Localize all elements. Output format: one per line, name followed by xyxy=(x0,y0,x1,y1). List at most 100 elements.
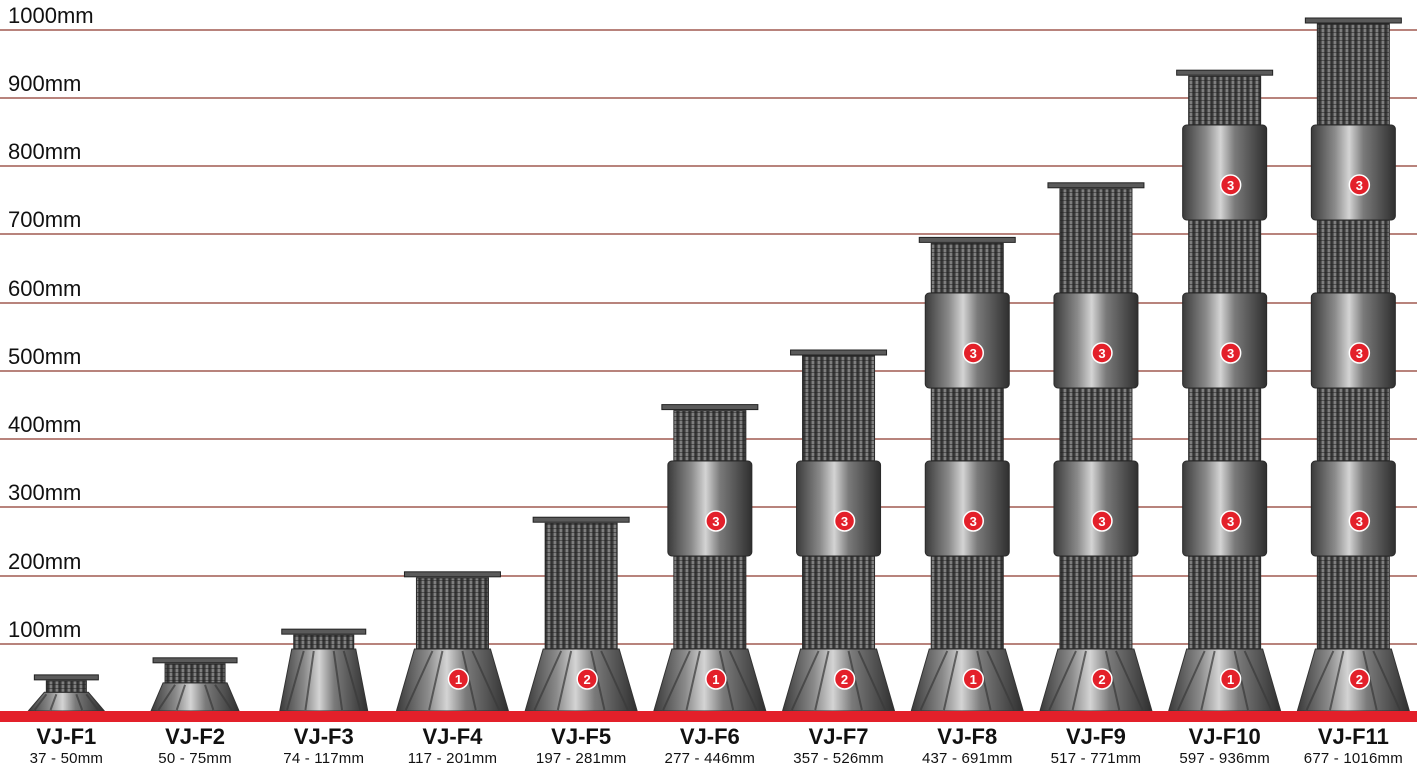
badge-circle xyxy=(1348,174,1371,196)
component-badge: 3 xyxy=(833,510,856,532)
pedestal-head xyxy=(1176,69,1274,76)
extension-sleeve xyxy=(1310,460,1396,557)
scale-label: 100mm xyxy=(8,617,82,642)
base-rib xyxy=(942,650,959,711)
pedestal-head xyxy=(281,628,367,635)
pedestal-head xyxy=(1047,182,1145,189)
pedestal-vj-f3 xyxy=(279,628,369,712)
badge-circle xyxy=(833,668,856,690)
pedestal-vj-f1 xyxy=(27,674,106,712)
component-badge: 3 xyxy=(962,510,984,532)
base-rib xyxy=(857,650,887,711)
pedestal-vj-f8: 1 3 3 xyxy=(910,236,1024,712)
gridline-1000 xyxy=(0,29,1417,31)
pedestal-vj-f2 xyxy=(150,657,240,712)
pedestal-vj-f9: 2 3 3 xyxy=(1039,182,1153,712)
pedestal-column xyxy=(293,634,355,650)
component-badge: 3 xyxy=(1219,174,1242,196)
base-rib xyxy=(1104,650,1121,711)
badge-number: 3 xyxy=(1227,346,1234,361)
base-rib xyxy=(175,684,186,711)
badge-circle xyxy=(1091,342,1113,364)
component-badge: 3 xyxy=(1091,342,1113,364)
badge-circle xyxy=(1091,510,1113,532)
scale-label: 200mm xyxy=(8,549,82,574)
pedestal-vj-f5: 2 xyxy=(524,516,638,712)
base-rib xyxy=(304,650,315,711)
model-name: VJ-F2 xyxy=(165,724,225,749)
model-name: VJ-F3 xyxy=(293,724,354,749)
component-badge: 1 xyxy=(962,668,984,690)
base-rib xyxy=(590,650,606,711)
badge-circle xyxy=(1219,668,1242,690)
base-rib xyxy=(919,650,949,711)
extension-sleeve xyxy=(1182,460,1268,557)
scale-label: 300mm xyxy=(8,480,82,505)
model-height-range: 117 - 201mm xyxy=(407,750,498,767)
scale-label: 400mm xyxy=(8,412,82,437)
scale-label: 1000mm xyxy=(8,3,94,28)
pedestal-head xyxy=(918,236,1016,243)
base-rib xyxy=(33,693,48,711)
extension-sleeve xyxy=(1053,460,1139,557)
base-rib xyxy=(332,650,344,711)
badge-number: 3 xyxy=(970,346,977,361)
badge-number: 3 xyxy=(970,514,977,529)
base-rib xyxy=(728,650,758,711)
badge-number: 3 xyxy=(841,514,848,529)
model-name: VJ-F11 xyxy=(1317,724,1389,749)
extension-sleeve xyxy=(667,460,753,557)
pedestal-column xyxy=(415,577,489,650)
pedestal-base xyxy=(279,648,369,712)
component-badge: 1 xyxy=(705,668,727,690)
scale-label: 700mm xyxy=(8,207,82,232)
badge-number: 3 xyxy=(1098,346,1105,361)
base-rib xyxy=(976,650,992,711)
badge-number: 3 xyxy=(712,514,719,529)
model-height-range: 357 - 526mm xyxy=(793,750,884,767)
pedestal-head xyxy=(532,516,630,523)
base-rib xyxy=(214,684,233,711)
component-badge: 3 xyxy=(1091,510,1113,532)
component-badge: 3 xyxy=(705,510,727,532)
pedestal-head xyxy=(790,349,888,356)
extension-sleeve xyxy=(924,460,1010,557)
base-rib xyxy=(814,650,830,711)
model-height-range: 37 - 50mm xyxy=(29,750,104,767)
badge-number: 3 xyxy=(1227,178,1234,193)
extension-sleeve xyxy=(1182,292,1268,389)
scale-label: 500mm xyxy=(8,344,82,369)
pedestal-column xyxy=(544,522,618,650)
base-rib xyxy=(404,650,434,711)
badge-circle xyxy=(1348,510,1371,532)
base-rib xyxy=(790,650,820,711)
base-rib xyxy=(1305,650,1335,711)
badge-number: 3 xyxy=(1227,514,1234,529)
base-rib xyxy=(1329,650,1345,711)
base-rib xyxy=(718,650,735,711)
model-height-range: 677 - 1016mm xyxy=(1303,750,1403,767)
base-rib xyxy=(847,650,863,711)
model-height-range: 437 - 691mm xyxy=(921,750,1013,767)
base-rib xyxy=(600,650,629,711)
model-height-range: 197 - 281mm xyxy=(535,750,627,767)
base-rib xyxy=(1200,650,1216,711)
badge-number: 2 xyxy=(584,672,591,687)
badge-number: 3 xyxy=(1356,178,1363,193)
base-rib xyxy=(471,650,501,711)
component-badge: 2 xyxy=(1091,668,1113,690)
component-badge: 3 xyxy=(1348,174,1371,196)
extension-sleeve xyxy=(1182,124,1268,221)
badge-circle xyxy=(705,668,727,690)
component-badge: 3 xyxy=(1219,342,1242,364)
model-name: VJ-F1 xyxy=(36,724,97,749)
extension-sleeve xyxy=(1053,292,1139,389)
pedestal-base xyxy=(150,682,240,712)
model-height-range: 50 - 75mm xyxy=(158,750,232,767)
model-height-range: 517 - 771mm xyxy=(1050,750,1142,767)
component-badge: 2 xyxy=(833,668,856,690)
gridline-500 xyxy=(0,370,1417,372)
base-rib xyxy=(1048,650,1077,711)
base-rib xyxy=(1233,650,1249,711)
badge-circle xyxy=(833,510,856,532)
